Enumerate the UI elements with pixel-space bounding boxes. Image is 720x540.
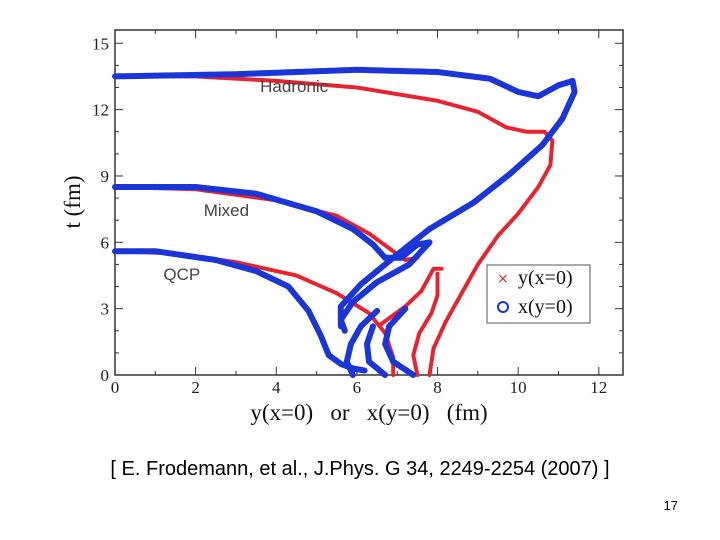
chart: 0 2 4 6 8 10 12 0 3 6 9 12 15 Hadronic Mixed QCP y(x=0… xyxy=(60,29,624,425)
y-tick-label: 6 xyxy=(101,233,110,252)
x-tick-label: 8 xyxy=(433,378,442,397)
slide-number: 17 xyxy=(663,498,678,513)
series-x-y0-curve xyxy=(364,323,389,378)
legend: × y(x=0) x(y=0) xyxy=(486,264,591,324)
series-x-y0-curve xyxy=(112,248,368,374)
series-x-y0-curve xyxy=(382,305,417,378)
citation: [ E. Frodemann, et al., J.Phys. G 34, 22… xyxy=(110,458,610,480)
x-tick-label: 2 xyxy=(191,378,200,397)
legend-box xyxy=(486,264,591,324)
x-tick-label: 10 xyxy=(510,378,527,397)
series-x-y0-curve xyxy=(112,184,433,334)
x-tick-label: 6 xyxy=(353,378,362,397)
y-tick-label: 9 xyxy=(101,167,110,186)
y-tick-label: 0 xyxy=(101,366,110,385)
legend-marker-x: × xyxy=(497,271,509,287)
series-y-x0-curve xyxy=(379,266,444,327)
y-tick-label: 3 xyxy=(101,300,110,319)
legend-label-x-y0: x(y=0) xyxy=(518,296,573,318)
x-tick-label: 4 xyxy=(272,378,281,397)
y-axis-title: t (fm) xyxy=(60,175,85,228)
legend-marker-o xyxy=(497,301,509,313)
x-tick-label: 0 xyxy=(111,378,120,397)
legend-label-y-x0: y(x=0) xyxy=(518,267,573,289)
region-label: Hadronic xyxy=(260,77,329,96)
series-y-x0-curve xyxy=(411,271,440,377)
series-y-x0-curve xyxy=(113,74,555,377)
y-tick-label: 15 xyxy=(92,34,109,53)
y-tick-label: 12 xyxy=(92,101,109,120)
region-label: Mixed xyxy=(204,201,249,220)
x-axis-title: y(x=0) or x(y=0) (fm) xyxy=(250,400,487,425)
series-x-y0-curve xyxy=(343,307,381,378)
region-label: QCP xyxy=(163,265,200,284)
x-tick-label: 12 xyxy=(590,378,607,397)
